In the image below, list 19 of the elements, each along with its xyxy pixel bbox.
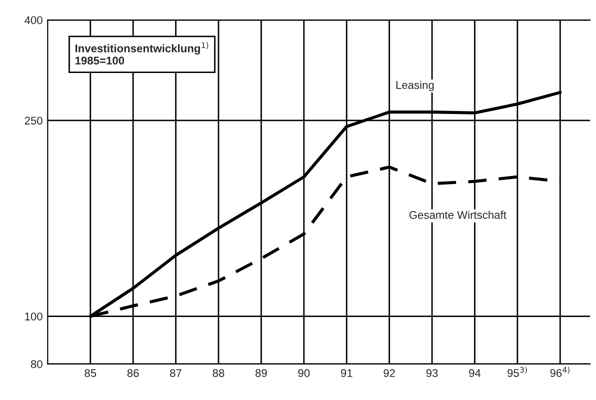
y-tick-label: 80 (30, 360, 42, 368)
y-tick-label: 250 (24, 116, 42, 125)
text: Investitionsentwicklung$^{1)}$ 1985=100 (76, 42, 208, 65)
x-tick-label: 86 (127, 369, 139, 378)
x-tick-label: 87 (170, 369, 182, 378)
x-tick-label: 95$^{3)}$ (508, 366, 527, 377)
x-tick-label: 85 (84, 369, 96, 378)
y-tick-label: 100 (25, 312, 42, 320)
y-tick-label: 400 (24, 16, 42, 24)
x-tick-label: 96$^{4)}$ (550, 366, 570, 377)
x-tick-label: 90 (298, 369, 310, 378)
x-tick-label: 93 (426, 369, 438, 378)
text: Gesamte Wirtschaft (409, 210, 506, 219)
x-tick-label: 94 (469, 369, 481, 378)
x-tick-label: 92 (384, 369, 395, 378)
x-tick-label: 89 (256, 369, 267, 378)
series-label: Leasing (396, 80, 434, 92)
x-tick-label: 91 (340, 369, 352, 378)
x-tick-label: 88 (212, 369, 224, 378)
